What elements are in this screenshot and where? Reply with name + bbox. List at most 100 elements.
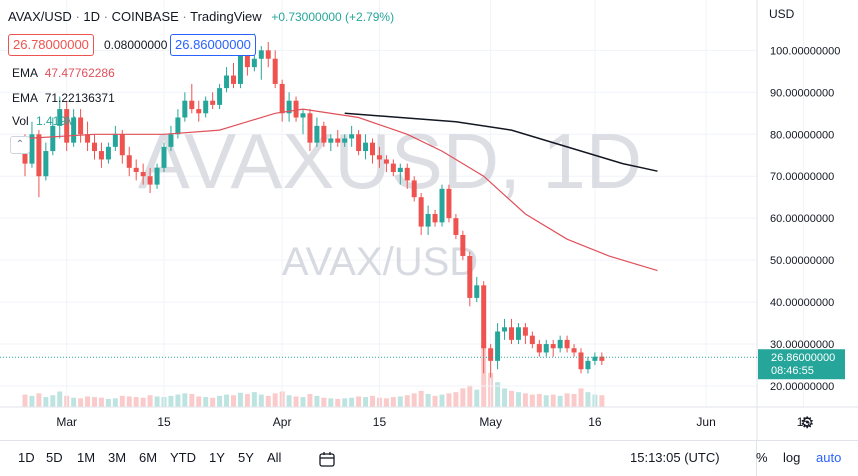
range-button-3m[interactable]: 3M: [108, 450, 127, 465]
candle: [258, 46, 264, 80]
candle: [495, 323, 501, 370]
volume-bar: [411, 393, 417, 407]
candle: [92, 134, 97, 160]
candle: [210, 92, 216, 110]
volume-bar: [140, 397, 146, 407]
symbol-legend[interactable]: AVAX/USD · 1D · COINBASE · TradingView +…: [8, 9, 395, 24]
range-button-1d[interactable]: 1D: [18, 450, 35, 465]
candle: [370, 138, 375, 164]
auto-scale-toggle[interactable]: auto: [816, 450, 842, 465]
volume-bar: [467, 385, 473, 407]
candle: [57, 96, 63, 139]
candle: [43, 142, 49, 181]
volume-bar: [126, 396, 132, 407]
volume-bar: [529, 394, 535, 407]
volume-bar: [432, 395, 438, 407]
price-chart[interactable]: AVAXUSD, 1D AVAX/USD 100.00000000 90.0000…: [0, 0, 858, 440]
volume-bar: [585, 392, 591, 407]
log-scale-toggle[interactable]: log: [783, 450, 801, 465]
candle: [105, 142, 111, 164]
y-tick-label: 50.00000000: [770, 255, 834, 267]
spread-value: 0.08000000: [104, 38, 168, 52]
sell-price-button[interactable]: 26.78000000: [8, 34, 94, 56]
candle: [522, 323, 528, 345]
range-button-all[interactable]: All: [267, 450, 282, 465]
candle: [161, 142, 167, 173]
volume-bar: [175, 394, 181, 407]
ema-slow-value: 71.22136371: [44, 91, 115, 105]
volume-bar: [196, 396, 202, 407]
percent-scale-toggle[interactable]: %: [756, 450, 768, 465]
volume-bar: [515, 392, 521, 407]
volume-bar: [29, 395, 35, 407]
range-button-5d[interactable]: 5D: [46, 450, 63, 465]
volume-bar: [550, 394, 556, 407]
volume-bar: [474, 389, 480, 407]
ema-fast-line: [24, 108, 658, 272]
volume-bar: [43, 397, 49, 407]
candle: [467, 251, 473, 307]
candle: [78, 109, 84, 143]
candle: [425, 205, 431, 235]
candle: [439, 184, 445, 227]
volume-bar: [133, 397, 139, 407]
y-tick-label: 70.00000000: [770, 171, 834, 183]
range-button-1y[interactable]: 1Y: [209, 450, 225, 465]
ema-fast-label: EMA: [12, 66, 38, 80]
candle: [286, 92, 292, 122]
last-price-value: 26.86000000: [771, 352, 835, 364]
candle: [390, 159, 396, 177]
volume-bar: [293, 396, 299, 407]
volume-bar: [543, 395, 549, 407]
candle: [383, 155, 389, 173]
candle: [328, 134, 334, 152]
ema-slow-legend[interactable]: EMA 71.22136371: [12, 91, 115, 105]
ema-fast-legend[interactable]: EMA 47.47762286: [12, 66, 115, 80]
volume-bar: [578, 388, 584, 407]
x-tick-label: Mar: [56, 415, 77, 429]
volume-bar: [168, 395, 174, 407]
candle: [189, 83, 195, 114]
candle: [397, 163, 403, 185]
volume-bar: [349, 397, 355, 407]
volume-bar: [189, 393, 195, 407]
range-button-6m[interactable]: 6M: [139, 450, 158, 465]
candle: [536, 339, 542, 357]
settings-gear-icon[interactable]: ⚙: [800, 415, 815, 432]
volume-bar: [363, 397, 369, 407]
candle: [564, 335, 570, 353]
date-range-calendar-icon[interactable]: [318, 446, 336, 470]
currency-label[interactable]: USD: [769, 7, 795, 21]
data-source: TradingView: [190, 9, 262, 24]
volume-bar: [237, 392, 243, 407]
price-change: +0.73000000 (+2.79%): [271, 10, 395, 24]
candles: [22, 33, 605, 378]
candle: [168, 125, 174, 152]
y-tick-label: 100.00000000: [770, 45, 840, 57]
volume-bar: [98, 397, 104, 407]
buy-price-button[interactable]: 26.86000000: [170, 34, 256, 56]
bar-countdown: 08:46:55: [771, 365, 814, 377]
candle: [460, 230, 466, 261]
candle: [543, 339, 549, 357]
watermark-symbol: AVAXUSD, 1D: [138, 117, 642, 205]
range-button-ytd[interactable]: YTD: [170, 450, 196, 465]
volume-bar: [328, 398, 334, 407]
candle: [182, 92, 188, 122]
range-button-5y[interactable]: 5Y: [238, 450, 254, 465]
volume-bar: [509, 390, 514, 407]
range-button-1m[interactable]: 1M: [77, 450, 96, 465]
candle: [71, 109, 77, 147]
volume-legend[interactable]: Vol 1.419M: [12, 114, 76, 128]
candle: [592, 352, 598, 366]
volume-bar: [78, 398, 84, 407]
clock-time[interactable]: 15:13:05 (UTC): [630, 450, 720, 465]
x-tick-label: Jun: [696, 415, 715, 429]
candle: [335, 130, 341, 147]
volume-bar: [495, 382, 501, 407]
volume-bar: [105, 398, 111, 407]
volume-bar: [224, 394, 230, 407]
volume-bar: [22, 394, 28, 407]
collapse-legend-button[interactable]: ⌃: [10, 136, 30, 154]
